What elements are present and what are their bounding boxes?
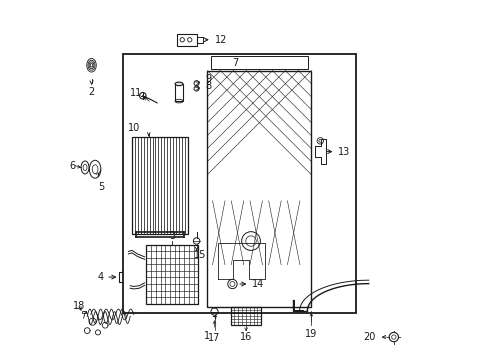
Bar — [207, 71, 311, 307]
Text: 2: 2 — [88, 87, 95, 97]
Text: 5: 5 — [98, 182, 104, 192]
Text: 6: 6 — [69, 161, 75, 171]
Bar — [231, 307, 261, 325]
Text: 11: 11 — [129, 87, 142, 98]
Bar — [82, 311, 86, 314]
Bar — [132, 137, 188, 234]
Text: 10: 10 — [128, 123, 141, 134]
Ellipse shape — [175, 82, 183, 86]
Bar — [147, 244, 198, 304]
Text: 17: 17 — [208, 333, 220, 343]
Text: 15: 15 — [194, 250, 206, 260]
Text: 12: 12 — [204, 35, 227, 45]
Bar — [123, 54, 356, 313]
Text: 9: 9 — [196, 74, 212, 85]
Text: 18: 18 — [73, 301, 85, 311]
Text: 19: 19 — [305, 329, 318, 339]
Text: 8: 8 — [196, 81, 212, 91]
Text: 14: 14 — [240, 279, 265, 289]
Bar — [211, 56, 308, 69]
Text: 16: 16 — [240, 332, 252, 342]
Bar — [175, 84, 183, 101]
Text: 4: 4 — [97, 272, 116, 282]
Text: 1: 1 — [204, 331, 210, 341]
Text: 7: 7 — [232, 58, 239, 68]
Text: 3: 3 — [170, 231, 175, 241]
Bar — [196, 37, 203, 42]
Text: 20: 20 — [364, 332, 387, 342]
Bar — [177, 34, 196, 45]
Text: 13: 13 — [327, 147, 350, 157]
